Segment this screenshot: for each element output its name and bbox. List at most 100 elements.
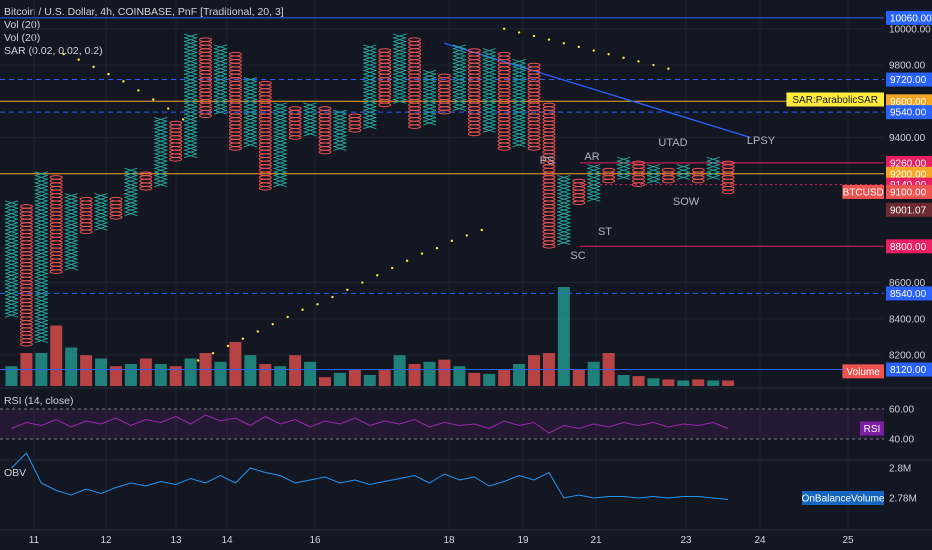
- pnf-x-box: [422, 84, 437, 90]
- pnf-x-box: [363, 98, 377, 104]
- pnf-o-box: [79, 200, 93, 206]
- pnf-x-box: [452, 102, 467, 108]
- price-axis[interactable]: 8200.00 8400.00 8600.00 9400.00 9600.00 9800.…: [786, 10, 932, 505]
- pnf-x-box: [34, 301, 48, 307]
- pnf-x-box: [706, 171, 720, 177]
- sar-dot: [196, 359, 200, 362]
- pnf-x-box: [4, 283, 19, 289]
- pnf-x-box: [422, 102, 437, 108]
- pnf-x-box: [154, 164, 168, 170]
- pnf-x-box: [482, 73, 496, 79]
- pnf-x-box: [243, 91, 257, 97]
- pnf-x-box: [243, 95, 257, 101]
- pnf-x-box: [363, 51, 377, 57]
- sar-indicator-label[interactable]: SAR (0.02, 0.02, 0.2): [4, 45, 103, 57]
- pnf-x-box: [557, 178, 571, 184]
- symbol-title[interactable]: Bitcoin / U.S. Dollar, 4h, COINBASE, PnF…: [4, 6, 284, 18]
- sar-dot: [517, 31, 521, 34]
- volume-bar: [259, 364, 272, 386]
- pnf-o-box: [497, 138, 511, 144]
- pnf-x-box: [392, 66, 407, 72]
- pnf-o-box: [542, 196, 556, 202]
- pnf-o-box: [572, 189, 586, 195]
- volume-bar: [274, 366, 287, 386]
- pnf-x-box: [183, 80, 198, 86]
- pnf-x-box: [333, 120, 347, 126]
- sar-dot: [256, 330, 260, 333]
- sar-dot: [390, 266, 394, 270]
- pnf-x-box: [706, 174, 720, 180]
- pnf-o-box: [467, 106, 481, 111]
- pnf-x-box: [34, 283, 48, 289]
- sar-dot: [450, 239, 454, 243]
- pnf-o-box: [542, 149, 556, 155]
- pnf-x-box: [243, 98, 257, 104]
- pnf-o-box: [527, 142, 541, 148]
- pnf-x-box: [34, 309, 48, 315]
- pnf-x-box: [34, 243, 48, 249]
- pnf-x-box: [4, 232, 19, 238]
- rsi-band: [0, 409, 884, 439]
- pnf-x-box: [273, 164, 287, 170]
- pnf-o-box: [258, 167, 272, 173]
- pnf-o-box: [139, 175, 153, 180]
- pnf-o-box: [49, 204, 63, 209]
- pnf-x-box: [482, 127, 496, 133]
- obv-pane-label[interactable]: OBV: [4, 467, 27, 479]
- pnf-o-box: [199, 106, 213, 111]
- pnf-x-box: [4, 240, 19, 246]
- pnf-x-box: [183, 77, 198, 83]
- pnf-x-box: [273, 131, 287, 137]
- pnf-o-box: [408, 106, 422, 111]
- pnf-x-box: [243, 120, 257, 126]
- volume-indicator-label[interactable]: Vol (20): [4, 19, 41, 31]
- time-axis[interactable]: 11 12 13 14 16 18 19 21 23 24 25: [29, 535, 854, 546]
- pnf-o-box: [467, 59, 481, 64]
- volume-bar: [80, 355, 93, 386]
- pnf-x-box: [213, 106, 228, 112]
- volume-bar: [124, 364, 137, 386]
- pnf-o-box: [348, 117, 362, 122]
- pnf-x-box: [273, 178, 287, 184]
- pnf-x-box: [616, 156, 631, 162]
- volume-bar: [572, 369, 585, 386]
- pnf-o-box: [527, 62, 541, 68]
- pnf-o-box: [542, 233, 556, 238]
- pnf-x-box: [303, 109, 317, 115]
- time-tick-label: 23: [680, 535, 692, 546]
- pnf-x-box: [587, 174, 601, 180]
- pnf-o-box: [378, 48, 392, 53]
- volume-bar: [513, 364, 526, 386]
- pnf-x-box: [213, 91, 228, 97]
- pnf-x-box: [646, 178, 661, 184]
- pnf-o-box: [199, 88, 213, 93]
- time-tick-label: 13: [170, 535, 182, 546]
- pnf-o-box: [527, 66, 541, 71]
- pnf-x-box: [452, 66, 467, 72]
- pnf-o-box: [49, 269, 63, 274]
- pnf-x-box: [213, 84, 228, 90]
- rsi-pane-label[interactable]: RSI (14, close): [4, 395, 74, 407]
- pnf-o-box: [258, 113, 272, 119]
- pnf-o-box: [19, 229, 33, 235]
- time-tick-label: 21: [590, 535, 602, 546]
- pnf-o-box: [258, 149, 272, 155]
- pnf-o-box: [19, 262, 33, 267]
- pnf-x-box: [422, 120, 437, 126]
- pnf-o-box: [467, 117, 481, 122]
- pnf-x-box: [303, 131, 317, 137]
- volume-indicator-label-2[interactable]: Vol (20): [4, 32, 41, 44]
- pnf-o-box: [19, 269, 33, 274]
- sar-dot: [286, 315, 289, 319]
- pnf-o-box: [258, 124, 272, 129]
- pnf-x-box: [512, 124, 526, 130]
- pnf-o-box: [691, 167, 705, 173]
- pnf-o-box: [527, 138, 541, 144]
- pnf-o-box: [228, 138, 242, 144]
- sar-dot: [346, 288, 349, 291]
- indicator-badge: [842, 184, 884, 199]
- pnf-x-box: [213, 44, 228, 50]
- price-tick-label: 8400.00: [889, 314, 926, 325]
- pnf-o-box: [632, 164, 646, 169]
